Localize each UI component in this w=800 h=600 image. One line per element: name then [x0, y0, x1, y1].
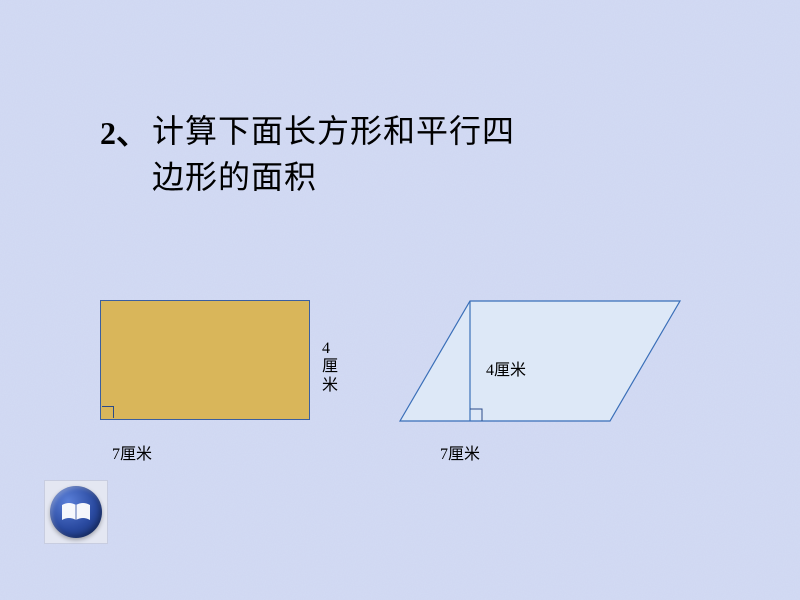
question-line-2: 边形的面积	[152, 159, 317, 195]
rectangle-base-label: 7厘米	[112, 440, 152, 464]
book-logo-icon	[44, 480, 108, 544]
rectangle-shape	[100, 300, 310, 420]
rectangle-height-label: 4 厘 米	[322, 340, 340, 395]
parallelogram-height-label: 4厘米	[486, 356, 526, 380]
parallelogram-base-label: 7厘米	[440, 440, 480, 464]
rectangle-shape-group: 4 厘 米 7厘米	[100, 300, 310, 420]
question-number: 2、	[100, 108, 148, 154]
parallelogram-shape-group: 4厘米 7厘米	[400, 300, 690, 435]
parallelogram-shape	[400, 300, 690, 430]
question-line-1: 计算下面长方形和平行四	[152, 113, 515, 149]
question-block: 2、 计算下面长方形和平行四 边形的面积	[100, 108, 515, 201]
right-angle-mark-icon	[102, 406, 114, 418]
question-text: 计算下面长方形和平行四 边形的面积	[152, 108, 515, 201]
shapes-container: 4 厘 米 7厘米 4厘米 7厘米	[100, 300, 700, 460]
